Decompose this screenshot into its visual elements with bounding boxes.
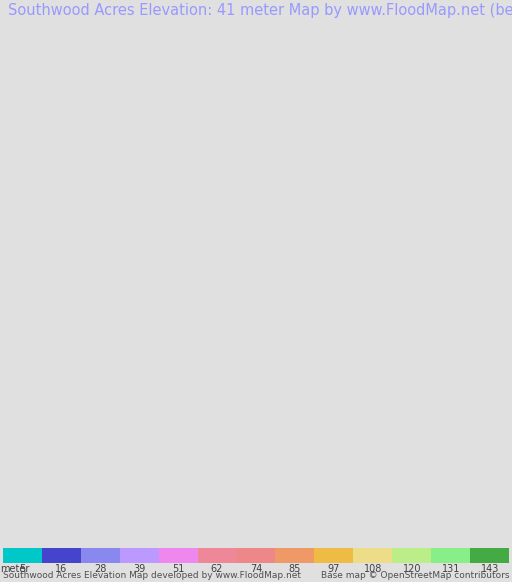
- Bar: [432, 548, 471, 563]
- Bar: [393, 548, 432, 563]
- Text: 108: 108: [364, 565, 382, 574]
- Text: 120: 120: [403, 565, 421, 574]
- Bar: [41, 548, 80, 563]
- Text: 5: 5: [19, 565, 25, 574]
- Bar: [119, 548, 159, 563]
- Text: 131: 131: [442, 565, 460, 574]
- Text: 97: 97: [328, 565, 340, 574]
- Bar: [275, 548, 314, 563]
- Bar: [471, 548, 509, 563]
- Text: Base map © OpenStreetMap contributors: Base map © OpenStreetMap contributors: [321, 571, 509, 580]
- Text: 62: 62: [211, 565, 223, 574]
- Bar: [80, 548, 119, 563]
- Text: 74: 74: [250, 565, 262, 574]
- Bar: [159, 548, 198, 563]
- Text: Southwood Acres Elevation: 41 meter Map by www.FloodMap.net (beta): Southwood Acres Elevation: 41 meter Map …: [8, 3, 512, 19]
- Text: 51: 51: [172, 565, 184, 574]
- Bar: [353, 548, 393, 563]
- Text: Southwood Acres Elevation Map developed by www.FloodMap.net: Southwood Acres Elevation Map developed …: [3, 571, 301, 580]
- Text: meter: meter: [1, 565, 30, 574]
- Text: 85: 85: [289, 565, 301, 574]
- Text: 143: 143: [481, 565, 499, 574]
- Text: 16: 16: [55, 565, 67, 574]
- Bar: [3, 548, 41, 563]
- Bar: [198, 548, 237, 563]
- Text: 39: 39: [133, 565, 145, 574]
- Text: 28: 28: [94, 565, 106, 574]
- Bar: [314, 548, 353, 563]
- Bar: [237, 548, 275, 563]
